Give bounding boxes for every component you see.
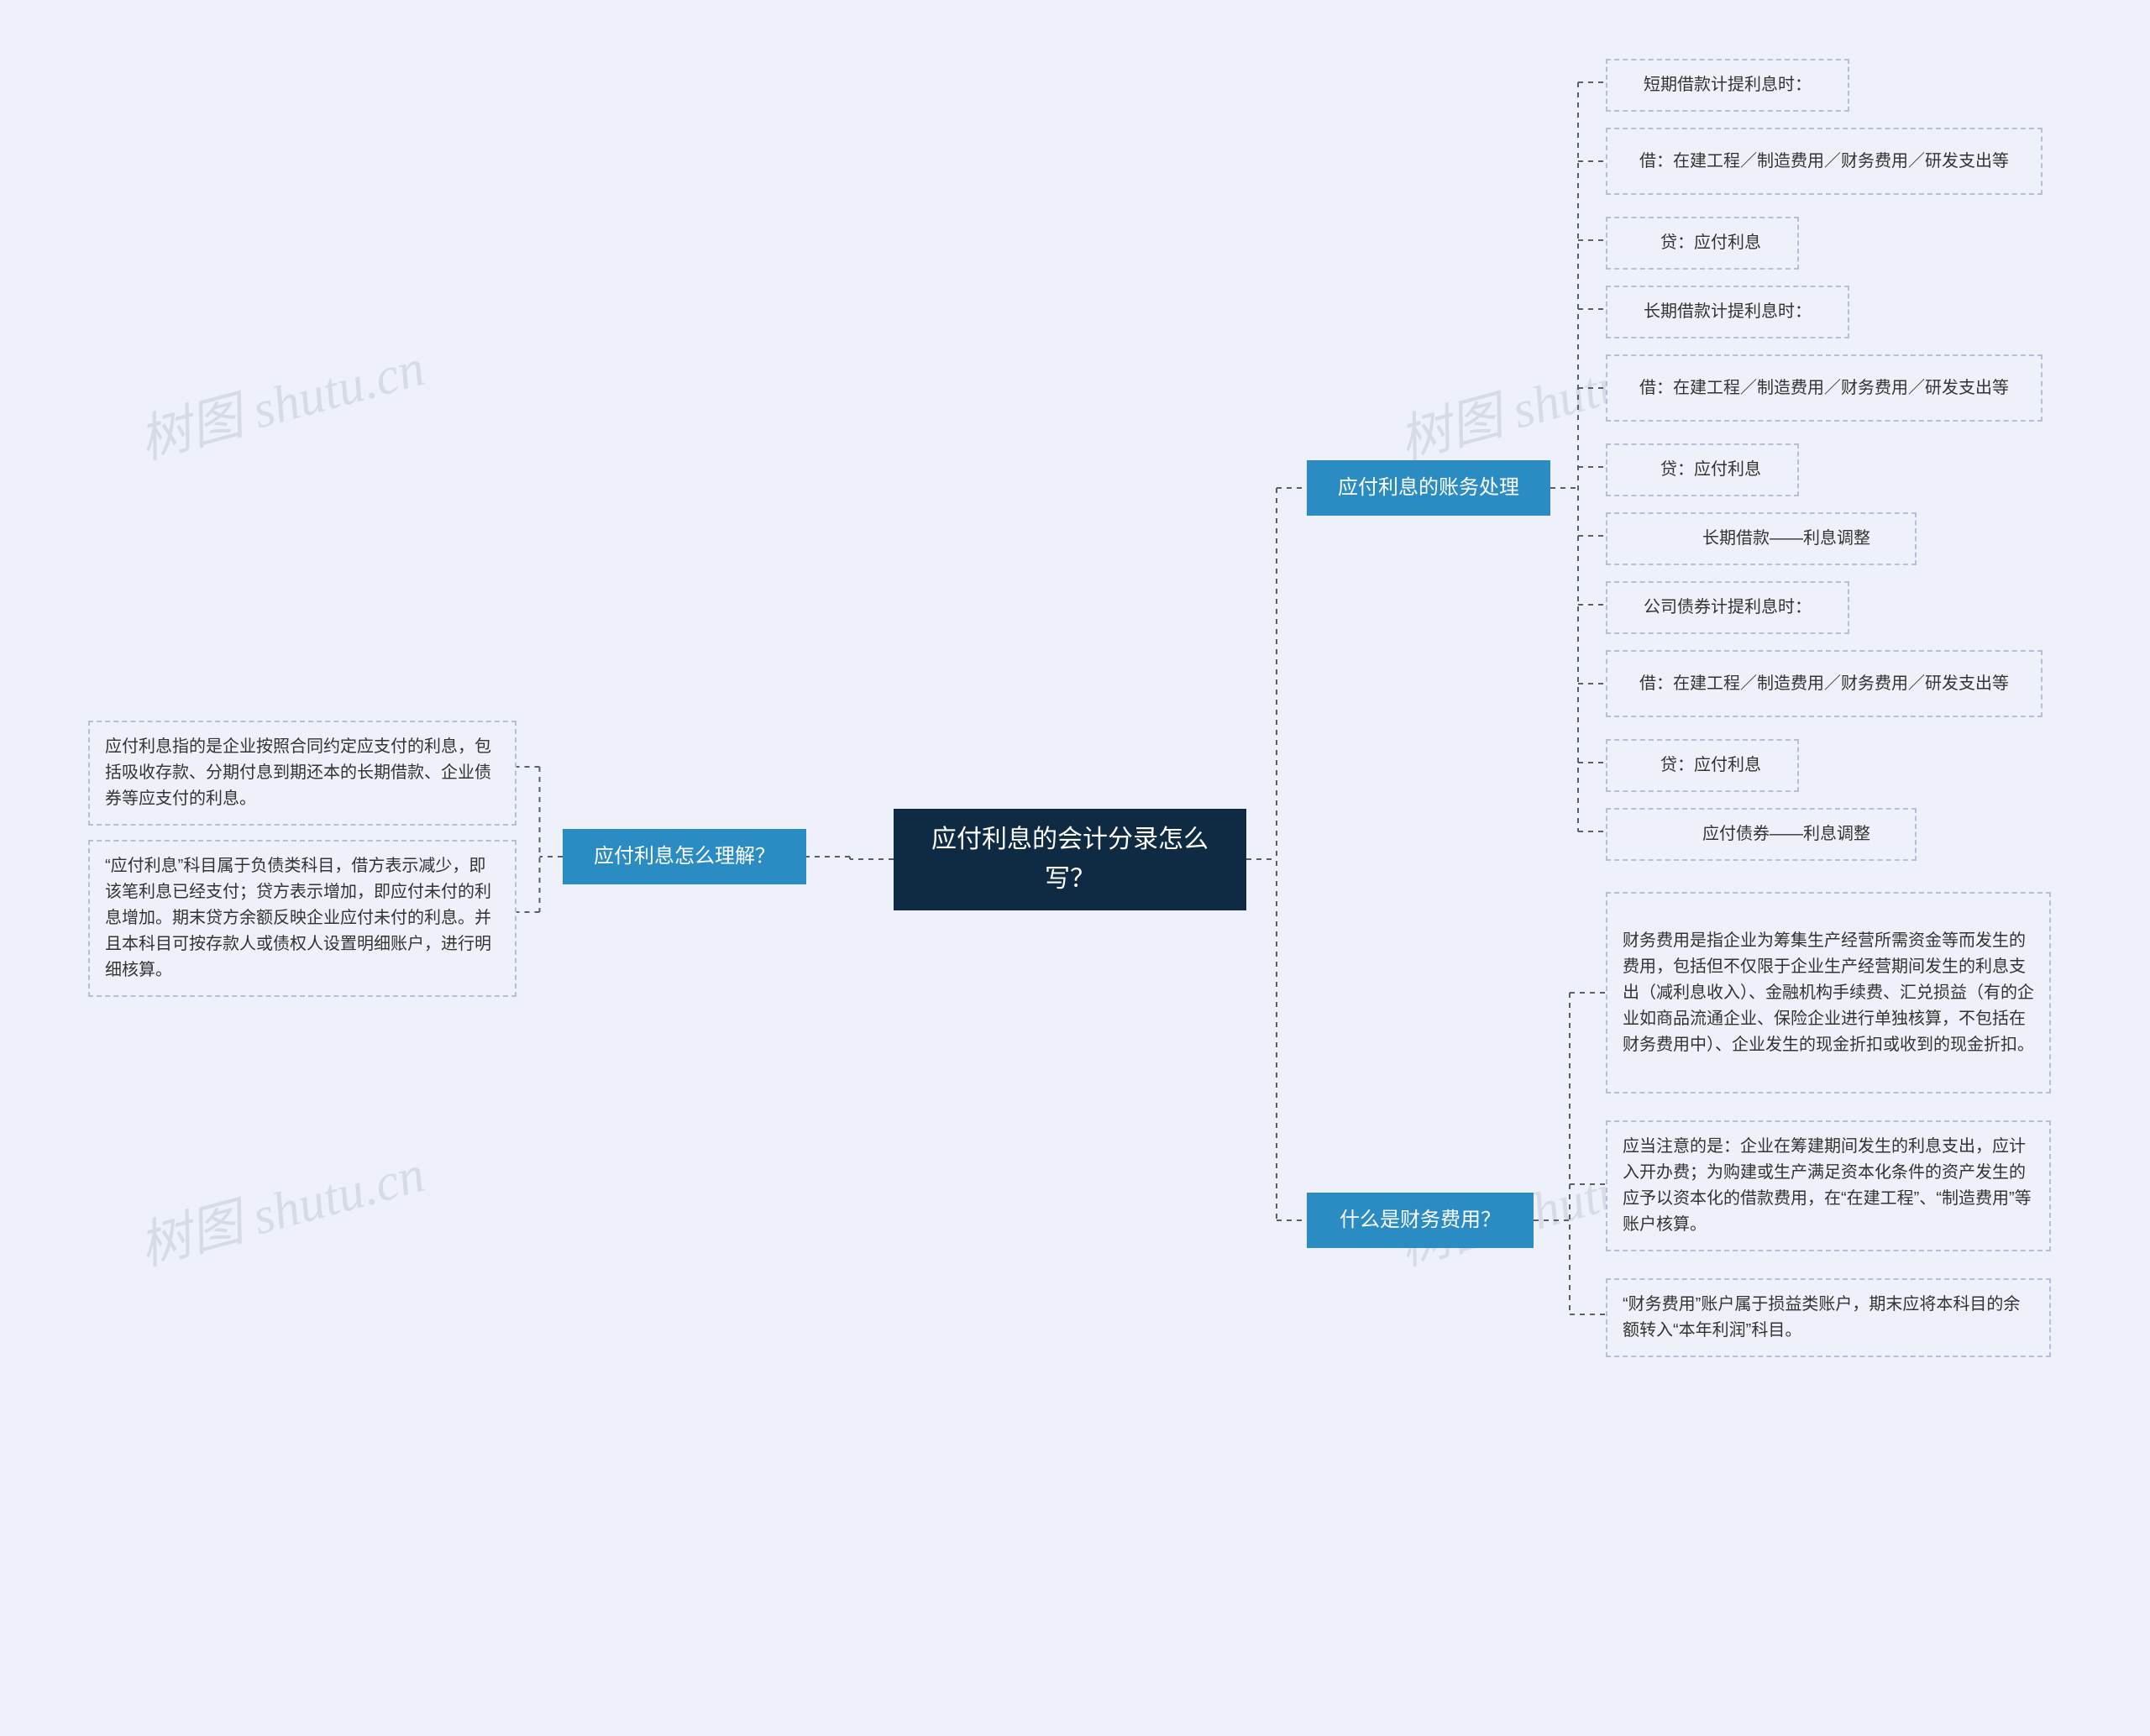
- mindmap-node-r2-3: “财务费用”账户属于损益类账户，期末应将本科目的余额转入“本年利润”科目。: [1606, 1278, 2051, 1357]
- mindmap-node-r1-4: 长期借款计提利息时：: [1606, 286, 1849, 338]
- mindmap-node-r1-1: 短期借款计提利息时：: [1606, 59, 1849, 112]
- mindmap-node-b-r2: 什么是财务费用？: [1307, 1193, 1534, 1248]
- mindmap-canvas: 树图 shutu.cn树图 shutu.cn树图 shutu.cn树图 shut…: [0, 0, 2150, 1736]
- mindmap-node-b-r1: 应付利息的账务处理: [1307, 460, 1550, 516]
- mindmap-node-r1-5: 借：在建工程／制造费用／财务费用／研发支出等: [1606, 354, 2042, 422]
- mindmap-node-r1-6: 贷：应付利息: [1606, 443, 1799, 496]
- mindmap-node-r1-2: 借：在建工程／制造费用／财务费用／研发支出等: [1606, 128, 2042, 195]
- mindmap-node-r1-9: 借：在建工程／制造费用／财务费用／研发支出等: [1606, 650, 2042, 717]
- mindmap-node-l2: “应付利息”科目属于负债类科目，借方表示减少，即该笔利息已经支付；贷方表示增加，…: [88, 840, 517, 997]
- mindmap-node-r1-11: 应付债券——利息调整: [1606, 808, 1917, 861]
- mindmap-node-r1-3: 贷：应付利息: [1606, 217, 1799, 270]
- mindmap-node-r2-2: 应当注意的是：企业在筹建期间发生的利息支出，应计入开办费；为购建或生产满足资本化…: [1606, 1120, 2051, 1251]
- mindmap-node-r2-1: 财务费用是指企业为筹集生产经营所需资金等而发生的费用，包括但不仅限于企业生产经营…: [1606, 892, 2051, 1094]
- mindmap-node-r1-7: 长期借款——利息调整: [1606, 512, 1917, 565]
- mindmap-node-r1-10: 贷：应付利息: [1606, 739, 1799, 792]
- mindmap-node-b-left: 应付利息怎么理解？: [563, 829, 806, 884]
- watermark: 树图 shutu.cn: [129, 325, 431, 474]
- mindmap-node-root: 应付利息的会计分录怎么写？: [894, 809, 1246, 910]
- watermark: 树图 shutu.cn: [129, 1131, 431, 1280]
- mindmap-node-l1: 应付利息指的是企业按照合同约定应支付的利息，包括吸收存款、分期付息到期还本的长期…: [88, 721, 517, 826]
- mindmap-node-r1-8: 公司债券计提利息时：: [1606, 581, 1849, 634]
